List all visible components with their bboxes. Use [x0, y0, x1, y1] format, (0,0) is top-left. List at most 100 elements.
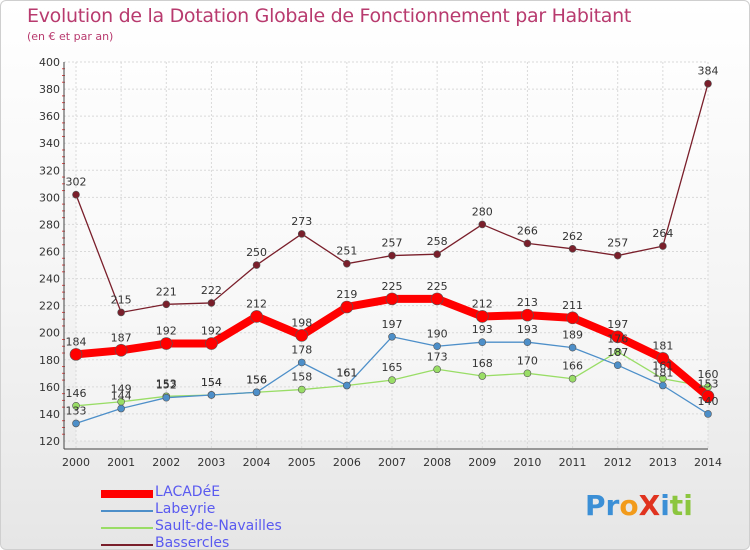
- data-point: [207, 299, 216, 307]
- y-tick-label: 240: [39, 273, 60, 286]
- legend-swatch: [101, 510, 153, 512]
- data-label: 190: [427, 327, 448, 340]
- x-tick-label: 2000: [62, 456, 90, 469]
- data-label: 161: [336, 367, 357, 380]
- data-label: 225: [382, 280, 403, 293]
- data-point: [704, 410, 712, 418]
- data-label: 156: [246, 373, 267, 386]
- data-label: 161: [652, 360, 673, 373]
- data-label: 154: [201, 376, 222, 389]
- data-point: [388, 251, 396, 260]
- y-tick-label: 200: [39, 327, 60, 340]
- data-point: [117, 308, 125, 317]
- data-label: 257: [382, 237, 403, 250]
- data-label: 198: [291, 316, 312, 329]
- chart-subtitle: (en € et par an): [27, 30, 114, 43]
- data-label: 153: [156, 377, 177, 390]
- data-point: [252, 261, 261, 269]
- y-tick-label: 380: [39, 83, 60, 96]
- data-point: [475, 310, 489, 323]
- data-label: 161: [336, 367, 357, 380]
- data-point: [343, 381, 351, 390]
- data-point: [72, 419, 80, 428]
- data-label: 165: [382, 361, 403, 374]
- data-point: [704, 79, 712, 88]
- data-point: [297, 230, 306, 238]
- data-label: 153: [698, 377, 719, 390]
- data-label: 166: [562, 360, 583, 373]
- x-tick-label: 2004: [243, 456, 271, 469]
- data-point: [162, 393, 171, 402]
- data-label: 222: [201, 284, 222, 297]
- logo-letter: t: [669, 489, 684, 522]
- data-label: 215: [111, 293, 132, 306]
- y-tick-label: 160: [39, 381, 60, 394]
- legend-label: LACADéE: [155, 484, 221, 500]
- data-label: 181: [652, 339, 673, 352]
- data-label: 158: [291, 371, 312, 384]
- y-tick-label: 280: [39, 218, 60, 231]
- data-point: [568, 374, 577, 383]
- x-tick-label: 2003: [197, 456, 225, 469]
- data-label: 184: [66, 335, 87, 348]
- data-label: 212: [472, 297, 493, 310]
- data-label: 192: [201, 325, 222, 338]
- legend-swatch: [101, 527, 153, 529]
- data-point: [433, 365, 441, 374]
- data-point: [659, 381, 667, 390]
- data-label: 187: [607, 346, 628, 359]
- x-tick-label: 2011: [559, 456, 587, 469]
- y-tick-label: 300: [39, 191, 60, 204]
- data-point: [72, 402, 80, 410]
- data-label: 144: [111, 390, 132, 403]
- data-label: 189: [562, 329, 583, 342]
- data-label: 197: [382, 318, 403, 331]
- data-label: 250: [246, 246, 267, 259]
- data-point: [433, 342, 441, 351]
- y-tick-label: 260: [39, 246, 60, 259]
- data-label: 264: [652, 227, 673, 240]
- data-label: 149: [111, 383, 132, 396]
- data-point: [69, 348, 83, 361]
- data-label: 251: [336, 245, 357, 258]
- data-point: [72, 190, 80, 199]
- logo-letter: i: [660, 489, 670, 522]
- y-tick-label: 400: [39, 56, 60, 69]
- data-label: 258: [427, 235, 448, 248]
- data-label: 262: [562, 230, 583, 243]
- x-tick-label: 2010: [513, 456, 541, 469]
- data-point: [613, 251, 622, 260]
- data-point: [613, 361, 622, 370]
- data-label: 170: [517, 354, 538, 367]
- x-tick-label: 2014: [694, 456, 722, 469]
- data-point: [343, 259, 351, 268]
- data-point: [297, 385, 306, 394]
- data-label: 221: [156, 285, 177, 298]
- data-label: 181: [652, 367, 673, 380]
- y-tick-label: 180: [39, 354, 60, 367]
- data-point: [433, 250, 441, 259]
- data-label: 219: [336, 288, 357, 301]
- data-point: [340, 300, 354, 314]
- data-label: 173: [427, 350, 448, 363]
- y-tick-label: 320: [39, 164, 60, 177]
- data-label: 178: [291, 343, 312, 356]
- data-label: 280: [472, 205, 493, 218]
- logo-letter: P: [585, 489, 606, 522]
- data-point: [162, 300, 171, 309]
- y-tick-label: 140: [39, 408, 60, 421]
- logo-letter: o: [619, 489, 639, 522]
- chart-title: Evolution de la Dotation Globale de Fonc…: [27, 5, 632, 27]
- data-point: [478, 220, 487, 229]
- x-tick-label: 2001: [107, 456, 135, 469]
- x-tick-label: 2002: [152, 456, 180, 469]
- data-point: [611, 330, 625, 344]
- data-label: 152: [156, 379, 177, 392]
- data-point: [566, 311, 579, 325]
- proxiti-logo: ProXiti: [585, 489, 693, 522]
- data-label: 225: [427, 280, 448, 293]
- y-tick-label: 120: [39, 435, 60, 448]
- x-tick-label: 2009: [468, 456, 496, 469]
